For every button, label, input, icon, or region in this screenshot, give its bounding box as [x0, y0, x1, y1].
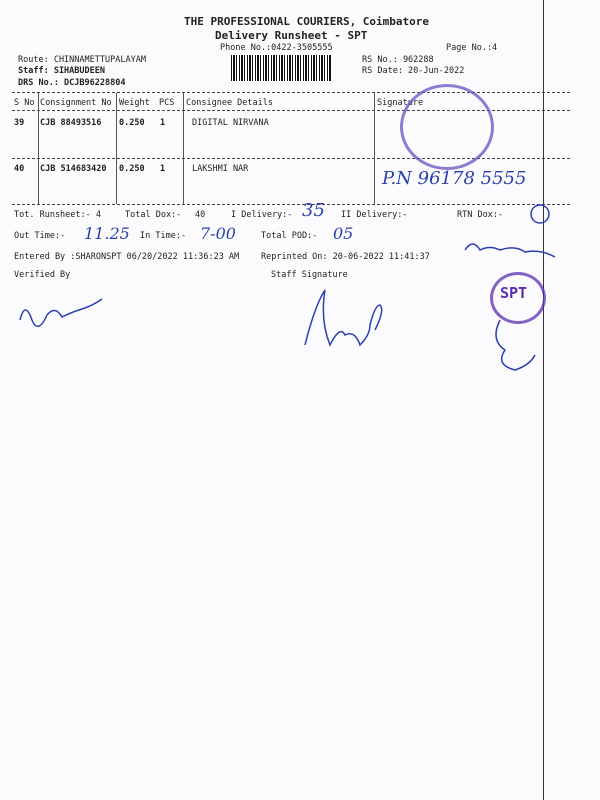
- company-name: THE PROFESSIONAL COURIERS, Coimbatore: [184, 15, 430, 28]
- reprinted-on: Reprinted On: 20-06-2022 11:41:37: [261, 252, 430, 262]
- rtn-initial-mark: [530, 204, 550, 224]
- total-dox-label: Total Dox:-: [125, 210, 182, 220]
- out-time-value: 11.25: [84, 224, 130, 243]
- scan-line: [543, 0, 544, 800]
- consignee: LAKSHMI NAR: [192, 164, 249, 174]
- total-pod-value: 05: [333, 224, 354, 243]
- divider: [12, 110, 570, 111]
- rs-number: RS No.: 962288: [362, 55, 434, 65]
- col-weight: Weight: [119, 98, 150, 108]
- divider: [12, 158, 570, 159]
- phone: Phone No.:0422-3505555: [220, 43, 333, 53]
- col-sno: S No: [14, 98, 35, 108]
- weight: 0.250: [119, 118, 145, 128]
- staff: Staff: SIHABUDEEN: [18, 66, 105, 76]
- divider: [12, 204, 570, 205]
- entered-by: Entered By :SHARONSPT 06/20/2022 11:36:2…: [14, 252, 240, 262]
- rtn-dox-label: RTN Dox:-: [457, 210, 504, 220]
- sno: 39: [14, 118, 25, 128]
- tamil-signature: [464, 243, 556, 258]
- consignment-no: CJB 88493516: [40, 118, 102, 128]
- col-consignment: Consignment No: [40, 98, 112, 108]
- col-line: [183, 93, 184, 204]
- col-line: [116, 93, 117, 204]
- sno: 40: [14, 164, 25, 174]
- ii-delivery-label: II Delivery:-: [341, 210, 408, 220]
- divider: [12, 92, 570, 93]
- pcs: 1: [160, 118, 166, 128]
- col-signature: Signature: [377, 98, 424, 108]
- col-line: [374, 93, 375, 204]
- weight: 0.250: [119, 164, 145, 174]
- staff-signature: [304, 289, 383, 347]
- col-pcs: PCS: [159, 98, 175, 108]
- out-time-label: Out Time:-: [14, 231, 66, 241]
- verified-by-label: Verified By: [14, 270, 71, 280]
- staff-signature-label: Staff Signature: [271, 270, 348, 280]
- route: Route: CHINNAMETTUPALAYAM: [18, 55, 146, 65]
- handwritten-phone: P.N 96178 5555: [382, 168, 527, 189]
- col-consignee: Consignee Details: [186, 98, 273, 108]
- in-time-label: In Time:-: [140, 231, 187, 241]
- consignee: DIGITAL NIRVANA: [192, 118, 269, 128]
- col-line: [38, 93, 39, 204]
- side-signature: [495, 319, 536, 371]
- i-delivery-label: I Delivery:-: [231, 210, 293, 220]
- pcs: 1: [160, 164, 166, 174]
- barcode: [231, 55, 331, 81]
- doc-title: Delivery Runsheet - SPT: [215, 29, 368, 42]
- spt-stamp: [490, 272, 546, 324]
- spt-stamp-text: SPT: [500, 284, 528, 302]
- rs-date: RS Date: 20-Jun-2022: [362, 66, 465, 76]
- total-pod-label: Total POD:-: [261, 231, 318, 241]
- company-stamp: [400, 84, 494, 170]
- consignment-no: CJB 514683420: [40, 164, 107, 174]
- tot-runsheet: Tot. Runsheet:- 4: [14, 210, 101, 220]
- in-time-value: 7-00: [200, 224, 236, 243]
- i-delivery-value: 35: [302, 200, 325, 221]
- page-number: Page No.:4: [446, 43, 498, 53]
- total-dox-value: 40: [195, 210, 206, 220]
- verified-signature: [19, 298, 103, 328]
- drs-number: DRS No.: DCJB96228804: [18, 78, 126, 88]
